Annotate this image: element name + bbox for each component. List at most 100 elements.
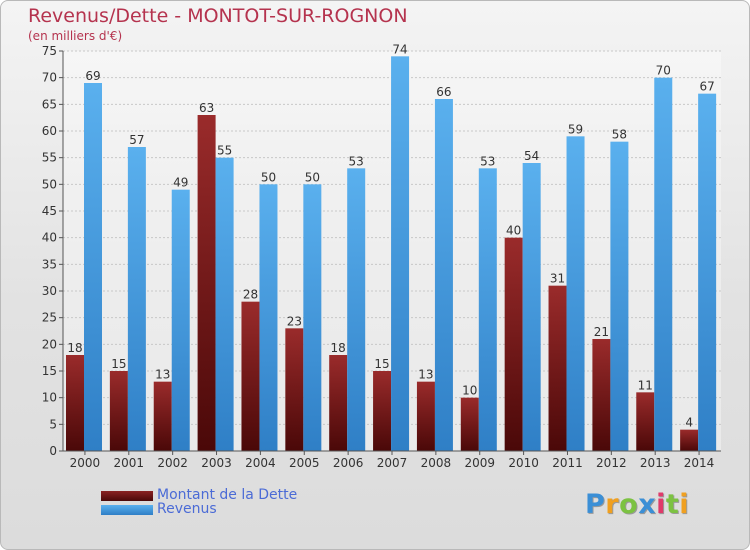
logo-letter: r	[605, 489, 620, 520]
data-label-revenus: 50	[261, 170, 276, 184]
y-tick-label: 50	[42, 177, 57, 191]
legend-swatch-revenus	[101, 505, 153, 515]
bar-revenus	[478, 168, 497, 452]
bar-dette	[66, 355, 84, 451]
chart-title: Revenus/Dette - MONTOT-SUR-ROGNON	[28, 5, 408, 27]
x-tick-label: 2005	[289, 456, 320, 470]
x-tick-label: 2006	[333, 456, 364, 470]
legend-label-revenus: Revenus	[157, 501, 217, 517]
bar-revenus	[434, 99, 453, 451]
data-label-revenus: 58	[612, 128, 627, 142]
bar-dette	[416, 381, 435, 451]
bar-revenus	[303, 184, 322, 452]
x-tick-label: 2007	[377, 456, 408, 470]
x-tick-label: 2010	[508, 456, 539, 470]
logo-letter: P	[585, 489, 606, 520]
data-label-revenus: 50	[305, 170, 320, 184]
bar-dette	[373, 371, 392, 451]
bar-dette	[285, 328, 304, 451]
y-tick-label: 0	[49, 444, 57, 458]
x-tick-label: 2013	[640, 456, 671, 470]
bar-revenus	[171, 189, 190, 451]
data-label-dette: 63	[199, 101, 214, 115]
data-label-dette: 15	[111, 357, 126, 371]
x-tick-label: 2011	[552, 456, 583, 470]
data-label-dette: 18	[67, 341, 82, 355]
y-tick-label: 65	[42, 97, 57, 111]
data-label-dette: 23	[287, 314, 302, 328]
y-tick-label: 30	[42, 284, 57, 298]
data-label-dette: 28	[243, 288, 258, 302]
legend-swatch-dette	[101, 491, 153, 501]
bar-dette	[241, 301, 260, 451]
bar-dette	[460, 397, 479, 451]
data-label-revenus: 66	[436, 85, 451, 99]
y-tick-label: 45	[42, 204, 57, 218]
y-tick-label: 25	[42, 311, 57, 325]
bar-revenus	[127, 147, 146, 451]
data-label-dette: 40	[506, 224, 521, 238]
data-label-revenus: 59	[568, 122, 583, 136]
data-label-revenus: 49	[173, 176, 188, 190]
x-tick-label: 2004	[245, 456, 276, 470]
data-label-dette: 15	[374, 357, 389, 371]
logo-letter: i	[679, 489, 690, 520]
x-tick-label: 2009	[464, 456, 495, 470]
x-tick-label: 2000	[70, 456, 101, 470]
data-label-revenus: 57	[129, 133, 144, 147]
data-label-dette: 18	[331, 341, 346, 355]
logo-letter: t	[665, 489, 680, 520]
x-tick-label: 2003	[201, 456, 232, 470]
data-label-revenus: 53	[480, 154, 495, 168]
y-tick-label: 20	[42, 337, 57, 351]
data-label-revenus: 74	[392, 42, 407, 56]
logo-letter: o	[619, 489, 639, 520]
y-tick-label: 75	[42, 44, 57, 58]
x-tick-label: 2014	[684, 456, 715, 470]
chart-subtitle: (en milliers d'€)	[28, 29, 123, 43]
legend-label-dette: Montant de la Dette	[157, 487, 298, 503]
proxiti-logo: Proxiti	[585, 489, 689, 520]
logo-letter: i	[656, 489, 666, 520]
bar-revenus	[259, 184, 278, 452]
bar-dette	[109, 371, 128, 451]
data-label-revenus: 67	[699, 80, 714, 94]
data-label-revenus: 54	[524, 149, 539, 163]
bar-dette	[548, 285, 567, 451]
bar-revenus	[347, 168, 366, 452]
data-label-revenus: 69	[85, 69, 100, 83]
data-label-dette: 13	[418, 368, 433, 382]
y-tick-label: 55	[42, 151, 57, 165]
bar-dette	[504, 237, 523, 451]
data-label-dette: 10	[462, 384, 477, 398]
y-tick-label: 40	[42, 231, 57, 245]
bar-dette	[153, 381, 172, 451]
y-tick-label: 60	[42, 124, 57, 138]
data-label-dette: 11	[638, 378, 653, 392]
bar-revenus	[84, 83, 102, 451]
bar-dette	[592, 339, 611, 451]
bar-dette	[680, 429, 699, 451]
x-tick-label: 2008	[421, 456, 452, 470]
y-tick-label: 70	[42, 71, 57, 85]
data-label-dette: 4	[685, 416, 693, 430]
x-tick-label: 2002	[157, 456, 188, 470]
bar-revenus	[522, 163, 541, 451]
data-label-revenus: 70	[656, 64, 671, 78]
data-label-revenus: 55	[217, 144, 232, 158]
bar-revenus	[215, 157, 234, 451]
x-tick-label: 2001	[114, 456, 145, 470]
data-label-dette: 21	[594, 325, 609, 339]
y-tick-label: 15	[42, 364, 57, 378]
data-label-dette: 31	[550, 272, 565, 286]
logo-letter: x	[638, 489, 657, 520]
bar-revenus	[654, 77, 673, 452]
data-label-dette: 13	[155, 368, 170, 382]
y-tick-label: 5	[49, 417, 57, 431]
bar-revenus	[610, 141, 629, 451]
data-label-revenus: 53	[349, 154, 364, 168]
bar-dette	[197, 115, 216, 451]
bar-dette	[636, 392, 655, 451]
